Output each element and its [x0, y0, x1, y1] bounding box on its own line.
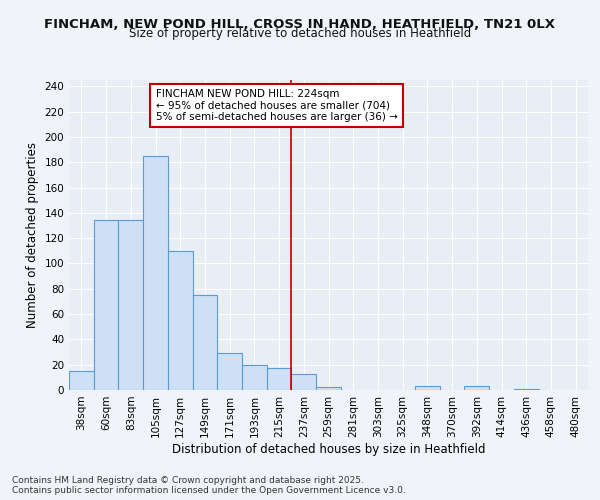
Bar [69, 371, 94, 390]
Bar [118, 220, 143, 390]
Y-axis label: Number of detached properties: Number of detached properties [26, 142, 39, 328]
Bar [143, 156, 168, 390]
Bar [514, 388, 539, 390]
Text: Size of property relative to detached houses in Heathfield: Size of property relative to detached ho… [129, 28, 471, 40]
Bar [415, 386, 440, 390]
Bar [464, 386, 489, 390]
Bar [316, 388, 341, 390]
Bar [267, 368, 292, 390]
Text: FINCHAM, NEW POND HILL, CROSS IN HAND, HEATHFIELD, TN21 0LX: FINCHAM, NEW POND HILL, CROSS IN HAND, H… [44, 18, 556, 30]
Bar [242, 364, 267, 390]
Bar [292, 374, 316, 390]
Bar [94, 220, 118, 390]
X-axis label: Distribution of detached houses by size in Heathfield: Distribution of detached houses by size … [172, 442, 485, 456]
Bar [193, 295, 217, 390]
Text: FINCHAM NEW POND HILL: 224sqm
← 95% of detached houses are smaller (704)
5% of s: FINCHAM NEW POND HILL: 224sqm ← 95% of d… [155, 89, 397, 122]
Text: Contains HM Land Registry data © Crown copyright and database right 2025.
Contai: Contains HM Land Registry data © Crown c… [12, 476, 406, 495]
Bar [217, 354, 242, 390]
Bar [168, 251, 193, 390]
